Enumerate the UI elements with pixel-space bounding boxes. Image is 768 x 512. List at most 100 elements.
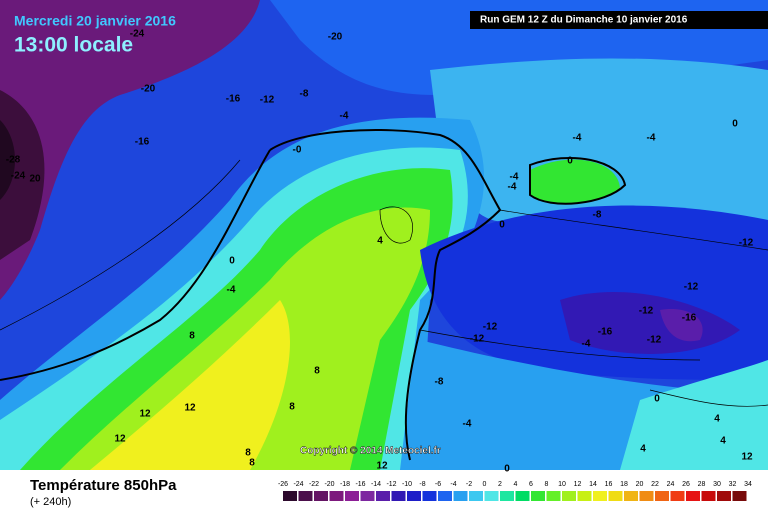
legend-swatch: [531, 491, 545, 501]
legend-tick-label: -26: [278, 481, 288, 488]
contour-label: -16: [226, 94, 241, 105]
legend-tick-label: 22: [651, 481, 659, 488]
footer-title: Température 850hPa: [30, 477, 177, 494]
contour-label: -28: [6, 155, 21, 166]
contour-label: 12: [114, 434, 126, 445]
legend-swatch: [453, 491, 468, 501]
contour-label: 8: [289, 402, 295, 413]
contour-label: -16: [135, 137, 150, 148]
legend-tick-label: -12: [386, 481, 396, 488]
contour-label: 12: [139, 409, 151, 420]
contour-label: -8: [593, 210, 602, 221]
legend-tick-label: 10: [558, 481, 566, 488]
contour-label: 4: [720, 436, 726, 447]
contour-label: 12: [184, 403, 196, 414]
run-box: [470, 11, 768, 29]
contour-label: -4: [582, 339, 591, 350]
legend-swatch: [546, 491, 561, 501]
legend: -26 -24 -22 -20 -18 -16 -14 -12 -10 -8 -6 -4 -2 0 2 4 6 8…: [278, 481, 752, 501]
legend-tick-label: 20: [636, 481, 644, 488]
legend-tick-label: 12: [574, 481, 582, 488]
legend-swatch: [562, 491, 576, 501]
contour-label: 0: [504, 464, 510, 475]
legend-swatch: [655, 491, 669, 501]
contour-label: -12: [470, 334, 485, 345]
contour-label: -4: [340, 111, 349, 122]
contour-label: -12: [684, 282, 699, 293]
contour-label: -4: [573, 133, 582, 144]
legend-swatch: [577, 491, 592, 501]
contour-label: 0: [567, 156, 573, 167]
contour-label: 12: [741, 452, 753, 463]
legend-tick-label: -6: [435, 481, 441, 488]
contour-label: -24: [130, 29, 145, 40]
contour-label: 4: [714, 414, 720, 425]
legend-swatch: [686, 491, 700, 501]
contour-label: -4: [510, 172, 519, 183]
legend-swatch: [283, 491, 297, 501]
legend-tick-label: 0: [483, 481, 487, 488]
contour-label: 8: [314, 366, 320, 377]
legend-swatch: [345, 491, 359, 501]
legend-swatch: [407, 491, 421, 501]
legend-swatch: [360, 491, 375, 501]
legend-swatch: [608, 491, 623, 501]
legend-tick-label: 34: [744, 481, 752, 488]
legend-tick-label: 8: [545, 481, 549, 488]
contour-label: -12: [483, 322, 498, 333]
legend-swatch: [670, 491, 685, 501]
legend-tick-label: 4: [514, 481, 518, 488]
legend-swatch: [298, 491, 313, 501]
legend-tick-label: 32: [729, 481, 737, 488]
legend-swatch: [624, 491, 638, 501]
contour-label: -16: [682, 313, 697, 324]
contour-label: 8: [245, 448, 251, 459]
copyright: Copyright © 2014 Meteociel.fr: [300, 446, 441, 457]
legend-tick-label: 30: [713, 481, 721, 488]
contour-label: -4: [463, 419, 472, 430]
legend-swatch: [391, 491, 406, 501]
contour-label: -16: [598, 327, 613, 338]
map: [0, 0, 768, 471]
legend-swatch: [701, 491, 716, 501]
legend-swatch: [422, 491, 437, 501]
run: Run GEM 12 Z du Dimanche 10 janvier 2016: [480, 15, 688, 26]
legend-tick-label: 6: [529, 481, 533, 488]
legend-tick-label: 28: [698, 481, 706, 488]
legend-tick-label: -10: [402, 481, 412, 488]
legend-tick-label: 16: [605, 481, 613, 488]
contour-label: 12: [376, 461, 388, 472]
legend-swatch: [329, 491, 344, 501]
legend-swatch: [438, 491, 452, 501]
contour-label: -8: [300, 89, 309, 100]
legend-swatch: [500, 491, 514, 501]
legend-tick-label: -18: [340, 481, 350, 488]
contour-label: -12: [639, 306, 654, 317]
legend-tick-label: 18: [620, 481, 628, 488]
contour-label: -20: [328, 32, 343, 43]
legend-swatch: [732, 491, 747, 501]
legend-tick-label: -22: [309, 481, 319, 488]
contour-label: -0: [293, 145, 302, 156]
legend-tick-label: -4: [450, 481, 456, 488]
legend-tick-label: -14: [371, 481, 381, 488]
contour-label: -4: [508, 182, 517, 193]
legend-tick-label: -8: [419, 481, 425, 488]
legend-tick-label: 26: [682, 481, 690, 488]
contour-label: 4: [377, 236, 383, 247]
time: 13:00 locale: [14, 34, 133, 57]
legend-swatch: [717, 491, 731, 501]
contour-label: 0: [654, 394, 660, 405]
legend-tick-label: -2: [466, 481, 472, 488]
contour-label: -12: [739, 238, 754, 249]
legend-swatch: [469, 491, 483, 501]
legend-swatch: [639, 491, 654, 501]
contour-label: 8: [249, 458, 255, 469]
contour-label: -8: [435, 377, 444, 388]
legend-swatch: [515, 491, 530, 501]
contour-label: -12: [260, 95, 275, 106]
legend-tick-label: -24: [293, 481, 303, 488]
contour-label: -24: [11, 171, 26, 182]
contour-label: 20: [29, 174, 41, 185]
